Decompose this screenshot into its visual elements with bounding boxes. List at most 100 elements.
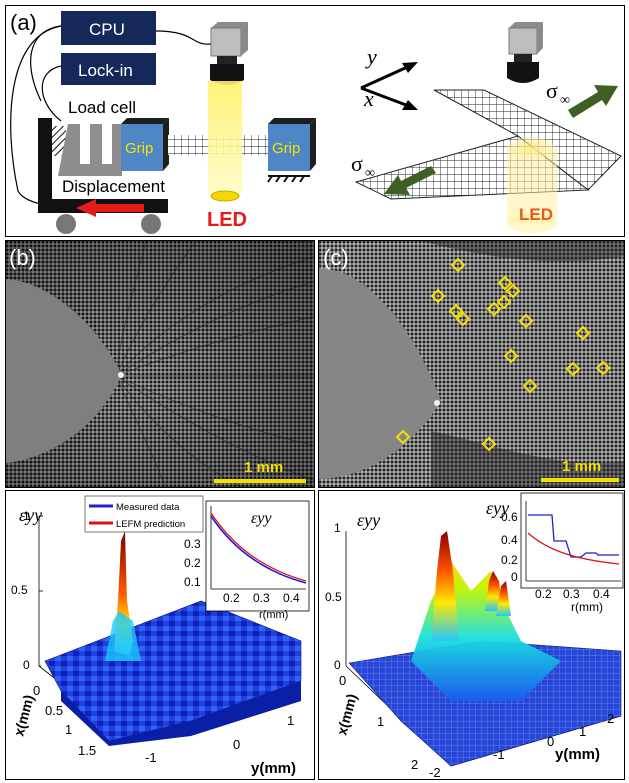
ztick-d-2: 0.5 [11,583,28,597]
scale-bar-b [214,479,306,483]
legend-measured: Measured data [116,502,180,513]
xtick-e-2: 1 [377,714,384,729]
grip-left-top [121,118,169,124]
peak-e-3 [496,581,511,616]
surface-d-front [61,681,301,746]
grip-left [121,124,163,171]
displacement-label: Displacement [62,177,165,196]
diamond-marker-14 [522,378,538,394]
wheel-left [56,214,76,234]
ztick-d-1: 1 [23,509,30,523]
diamond-marker-3 [448,303,464,319]
legend-d: Measured data LEFM prediction [84,495,204,533]
ytick-e-1: -2 [429,765,441,780]
inset-e-ytick-3: 0.2 [501,553,518,567]
diamond-marker-5 [497,275,513,291]
scale-label-b: 1 mm [244,459,283,476]
led-label-right: LED [519,205,553,224]
xlabel-d: x(mm) [10,693,36,738]
ytick-e-3: 0 [547,734,554,749]
cable-left-1 [30,25,62,102]
diamond-marker-6 [505,283,521,299]
diamond-marker-1 [450,257,466,273]
sigma-top-label: σ [546,78,558,103]
grip-right-hatch [267,175,310,183]
panel-b-label: (b) [9,245,36,270]
grip-left-label: Grip [125,140,153,157]
inset-d-title: εyy [251,510,272,527]
panel-d-surface: Measured data LEFM prediction εyy 0.3 0.… [10,495,310,777]
zlabel-e: εyy [357,510,380,530]
inset-d-ytick-1: 0.3 [184,537,201,551]
inset-e-ytick-1: 0.6 [501,510,518,524]
green-arrow-top [568,85,618,118]
axis-x-arrowhead [402,100,418,110]
panel-a-drawing: (a) CPU Lock-in Load cell Grip Grip Disp… [10,10,622,234]
panel-d: Measured data LEFM prediction εyy 0.3 0.… [5,490,315,780]
crack-tip-c [434,400,440,406]
inset-d-ytick-2: 0.2 [184,556,201,570]
frame-vertical [38,118,52,213]
lockin-label: Lock-in [78,61,133,80]
cable-left-2 [41,65,62,122]
diamond-marker-11 [503,348,519,364]
panel-c-image: 1 mm (c) [319,241,624,487]
inset-e: 0.6 0.4 0.2 0 0.2 0.3 0.4 [501,492,624,601]
cpu-cable [155,30,212,45]
peak-e [431,531,459,641]
panel-c: 1 mm (c) [318,240,625,488]
load-cell-label: Load cell [68,98,136,117]
camera-right [507,22,543,83]
diamond-marker-4 [455,311,471,327]
diamond-marker-15 [395,429,411,445]
diamond-marker-7 [496,294,512,310]
inset-e-xlabel: r(mm) [571,600,603,614]
grip-right-side [310,118,316,171]
grip-left-side [163,118,169,171]
diamond-marker-13 [595,360,611,376]
wheel-right [141,214,161,234]
led-label-left: LED [207,209,247,231]
xtick-d-3: 1 [65,722,72,737]
xtick-d-4: 1.5 [78,743,96,758]
led-source-left [210,190,240,202]
panel-c-label: (c) [323,245,349,270]
grip-right [268,124,310,171]
inset-d: εyy 0.3 0.2 0.1 0.2 0.3 0.4 [184,500,310,612]
xtick-d-2: 0.5 [45,703,63,718]
ytick-d-3: 1 [287,713,294,728]
lockin-box [61,53,156,85]
ytick-e-5: 2 [607,711,614,726]
ztick-e-1: 1 [334,521,341,535]
xlabel-e: x(mm) [333,692,359,737]
sigma-bottom-label: σ [351,151,363,176]
ztick-e-2: 0.5 [325,590,342,604]
marker-group [395,257,611,452]
xtick-d-1: 0 [33,683,40,698]
diamond-marker-8 [486,301,502,317]
inset-e-ytick-4: 0 [511,570,518,584]
cpu-box [61,11,156,45]
diamond-marker-16 [481,436,497,452]
inset-d-xtick-3: 0.4 [283,591,300,605]
zlabel-d: εyy [19,505,42,525]
inset-d-measured [210,515,307,584]
panel-a-label: (a) [10,10,37,35]
inset-e-title: εyy [486,498,509,518]
ztick-d-3: 0 [23,658,30,672]
inset-d-ytick-3: 0.1 [184,575,201,589]
axis-y-arrowhead [402,62,418,73]
green-arrow-bottom [384,166,436,195]
inset-e-ytick-2: 0.4 [501,533,518,547]
load-cell [58,124,122,176]
spike-d-base [105,611,141,661]
scale-label-c: 1 mm [562,458,601,475]
frame-hatch [52,126,66,156]
panel-b-image: 1 mm (b) [6,241,314,487]
grip-right-label: Grip [272,140,300,157]
diamond-marker-12 [565,361,581,377]
inset-e-xtick-1: 0.2 [535,587,552,601]
ylabel-e: y(mm) [555,746,600,763]
axis-y-label: y [365,44,377,69]
diamond-marker-9 [518,313,534,329]
